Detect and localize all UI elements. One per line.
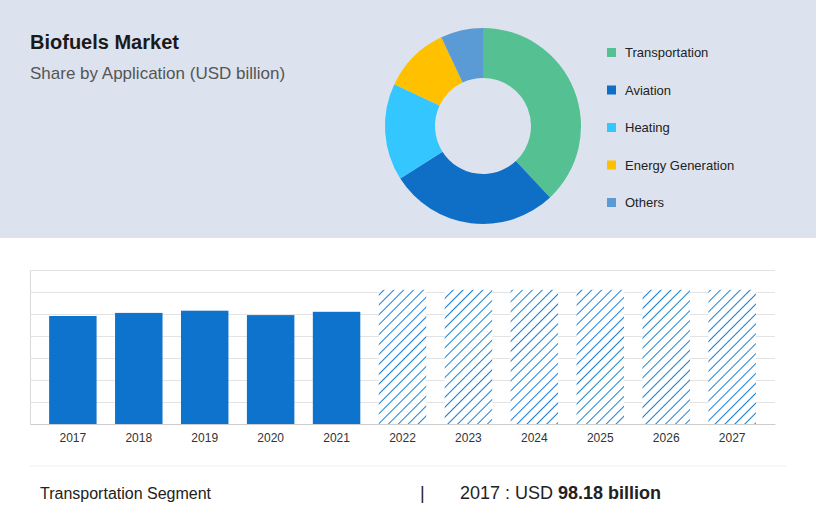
legend-item: Energy Generation	[607, 158, 734, 173]
forecast-bar	[379, 290, 426, 424]
header-panel	[0, 0, 816, 238]
x-tick: 2022	[389, 424, 416, 445]
x-tick-label: 2021	[323, 431, 350, 445]
legend-swatch	[607, 86, 616, 95]
x-tick-label: 2023	[455, 431, 482, 445]
x-tick: 2021	[323, 424, 350, 445]
legend-swatch	[607, 161, 616, 170]
legend-label: Heating	[625, 120, 670, 135]
grid-line	[30, 424, 775, 425]
footer-separator: |	[420, 483, 425, 503]
footer-period: 2017 : USD	[460, 483, 553, 503]
legend-label: Aviation	[625, 83, 671, 98]
bars	[49, 290, 756, 424]
legend-item: Others	[607, 195, 665, 210]
footer-amount: 98.18 billion	[558, 483, 661, 503]
forecast-bar	[445, 290, 492, 424]
legend-swatch	[607, 198, 616, 207]
forecast-bar	[642, 290, 689, 424]
footer-rule	[30, 466, 786, 467]
x-tick: 2024	[521, 424, 548, 445]
legend-label: Transportation	[625, 45, 708, 60]
x-axis: 2017 2018 2019 2020 2021 2022 2023 2024 2025 2026…	[31, 424, 776, 445]
footer-segment: Transportation Segment	[40, 485, 212, 502]
x-tick-label: 2019	[191, 431, 218, 445]
y-tick	[30, 270, 775, 271]
x-tick-label: 2026	[653, 431, 680, 445]
x-tick: 2017	[60, 424, 87, 445]
title: Biofuels Market	[30, 31, 179, 53]
forecast-bar	[577, 290, 624, 424]
bar	[115, 313, 162, 424]
legend-item: Aviation	[607, 83, 671, 98]
legend-item: Heating	[607, 120, 670, 135]
footer-value: 2017 : USD98.18 billion	[460, 483, 661, 503]
x-tick-label: 2025	[587, 431, 614, 445]
x-tick-label: 2027	[719, 431, 746, 445]
grid-line	[30, 270, 775, 271]
x-tick-label: 2020	[257, 431, 284, 445]
y-tick	[30, 424, 775, 425]
y-axis-line	[30, 271, 31, 425]
x-tick: 2018	[125, 424, 152, 445]
legend-swatch	[607, 123, 616, 132]
legend-item: Transportation	[607, 45, 708, 60]
donut	[385, 28, 581, 224]
x-axis-line	[31, 424, 776, 425]
bar	[181, 311, 228, 424]
legend-label: Others	[625, 195, 665, 210]
x-tick-label: 2022	[389, 431, 416, 445]
subtitle: Share by Application (USD billion)	[30, 64, 285, 83]
x-tick: 2023	[455, 424, 482, 445]
x-tick: 2025	[587, 424, 614, 445]
bar	[247, 315, 294, 424]
legend: Transportation Aviation Heating Energy Gene…	[607, 45, 734, 210]
chart-root: Biofuels Market Share by Application (USD…	[0, 0, 816, 528]
y-axis	[30, 271, 775, 425]
x-tick-label: 2024	[521, 431, 548, 445]
x-tick: 2027	[719, 424, 746, 445]
forecast-bar	[708, 290, 755, 424]
x-tick: 2019	[191, 424, 218, 445]
legend-label: Energy Generation	[625, 158, 734, 173]
forecast-bar	[511, 290, 558, 424]
bar	[49, 316, 96, 424]
legend-swatch	[607, 48, 616, 57]
x-tick: 2026	[653, 424, 680, 445]
bar	[313, 312, 360, 424]
x-tick-label: 2018	[125, 431, 152, 445]
x-tick-label: 2017	[60, 431, 87, 445]
x-tick: 2020	[257, 424, 284, 445]
donut-slice	[441, 28, 483, 83]
